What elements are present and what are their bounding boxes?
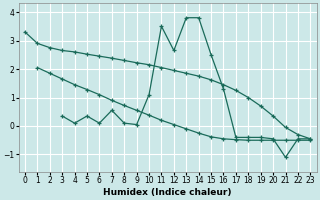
X-axis label: Humidex (Indice chaleur): Humidex (Indice chaleur) [103,188,232,197]
